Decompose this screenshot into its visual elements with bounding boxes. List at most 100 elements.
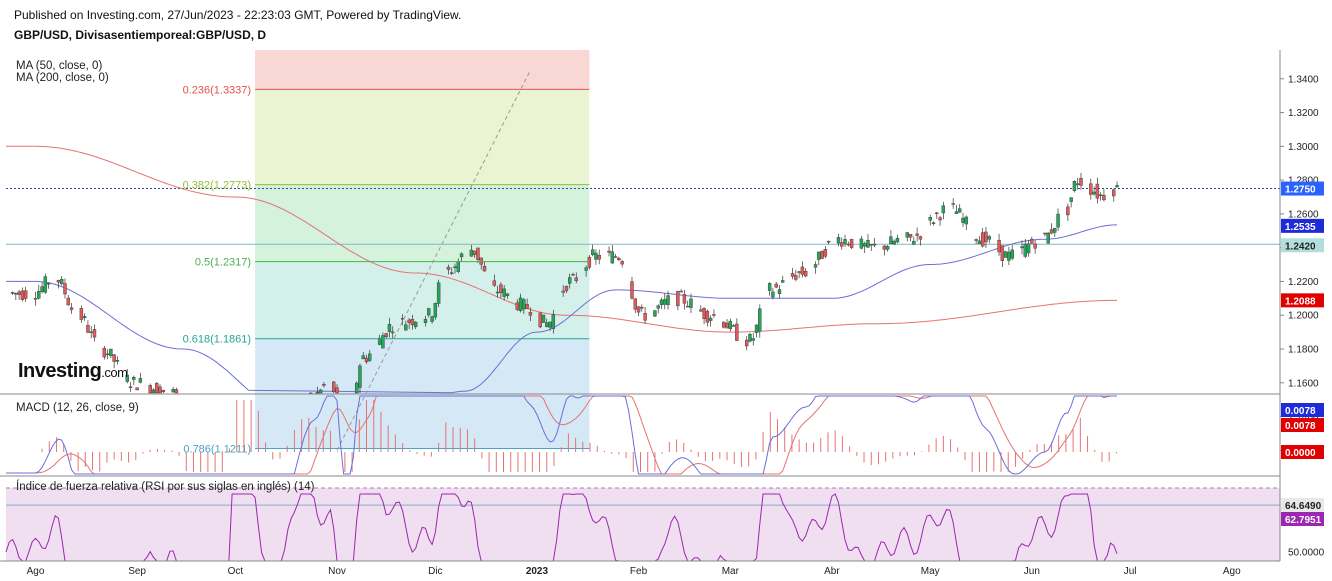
candle-down (410, 319, 415, 326)
candle-down (908, 233, 913, 238)
candle-down (774, 283, 778, 288)
candle-up (377, 337, 382, 345)
price-badge (1281, 218, 1324, 233)
candle-down (840, 242, 844, 247)
candles (10, 172, 1119, 395)
candle-down (935, 212, 939, 215)
candle-up (433, 303, 438, 318)
candle-down (1095, 183, 1100, 199)
moving-averages (6, 145, 1117, 394)
candle-down (158, 386, 162, 394)
candle-up (502, 288, 506, 297)
price-badge (1281, 181, 1324, 196)
candle-up (125, 374, 129, 382)
candle-down (803, 270, 808, 277)
candle-up (751, 338, 755, 341)
candle-down (846, 243, 850, 246)
candle-down (1043, 232, 1047, 235)
candle-up (905, 232, 909, 238)
candle-down (20, 290, 25, 300)
candle-up (505, 293, 510, 296)
price-badge-label: 1.2088 (1285, 296, 1316, 307)
candle-down (56, 280, 61, 283)
candle-up (862, 243, 867, 247)
x-tick-label: Jul (1124, 566, 1137, 577)
candle-up (522, 299, 526, 310)
candle-up (754, 324, 759, 333)
y-tick-label: 1.1800 (1288, 345, 1319, 356)
fib-zone (255, 261, 590, 339)
candle-up (767, 283, 772, 291)
candle-up (413, 321, 418, 328)
candle-up (895, 238, 900, 243)
candle-up (594, 252, 598, 260)
candle-up (361, 355, 365, 360)
candle-up (656, 305, 660, 309)
candle-up (758, 308, 762, 332)
candle-down (571, 274, 575, 276)
price-badge (1281, 403, 1324, 417)
x-tick-label: Feb (630, 566, 648, 577)
candle-up (430, 316, 434, 322)
macd-legend: MACD (12, 26, close, 9) (16, 402, 139, 414)
candle-down (332, 381, 336, 392)
candle-up (456, 261, 460, 272)
candle-down (135, 387, 139, 391)
candle-up (1056, 213, 1060, 228)
y-tick-label: 1.1400 (1288, 412, 1319, 423)
x-tick-label: May (921, 566, 940, 577)
candle-up (132, 376, 136, 380)
candle-down (686, 305, 690, 308)
candle-down (446, 266, 451, 270)
candle-up (826, 240, 831, 243)
price-badge (1281, 445, 1324, 459)
candle-up (813, 264, 818, 268)
candle-up (387, 324, 392, 332)
candle-down (849, 238, 854, 248)
rsi-pane (5, 487, 1280, 562)
candle-up (653, 310, 657, 317)
candle-up (318, 389, 323, 394)
candle-up (89, 331, 93, 334)
candle-up (958, 208, 962, 213)
candle-down (92, 329, 97, 338)
candle-up (836, 237, 841, 244)
candle-down (725, 322, 729, 329)
candle-up (427, 308, 431, 316)
candle-down (869, 244, 873, 246)
x-tick-label: Jun (1024, 566, 1040, 577)
candle-down (1089, 183, 1093, 195)
candle-up (453, 266, 457, 268)
candle-down (607, 250, 611, 253)
candle-up (115, 360, 120, 362)
candle-down (472, 250, 477, 255)
candle-down (820, 251, 824, 259)
candle-up (1053, 228, 1057, 233)
candle-down (128, 386, 133, 388)
grid (6, 188, 1280, 245)
candle-down (574, 277, 578, 282)
candle-down (915, 233, 919, 236)
candle-down (528, 312, 533, 316)
candle-up (404, 324, 408, 331)
candle-down (46, 283, 51, 285)
candle-up (1023, 243, 1027, 257)
candle-down (1000, 245, 1005, 261)
candle-down (617, 258, 621, 261)
candle-up (105, 353, 110, 356)
price-badge-label: 1.2750 (1285, 185, 1316, 196)
candle-up (518, 297, 523, 312)
x-tick-label: Oct (228, 566, 244, 577)
candle-up (10, 292, 15, 294)
candle-down (17, 291, 21, 295)
published-line: Published on Investing.com, 27/Jun/2023 … (14, 8, 462, 22)
candle-up (843, 239, 847, 244)
price-badge (1281, 512, 1324, 526)
candle-up (912, 240, 916, 245)
candle-up (171, 389, 175, 393)
candle-down (790, 273, 795, 277)
candle-up (14, 292, 18, 295)
price-badge (1281, 418, 1324, 432)
candle-down (699, 309, 703, 312)
fib-level-label: 0.5(1.2317) (195, 257, 251, 269)
